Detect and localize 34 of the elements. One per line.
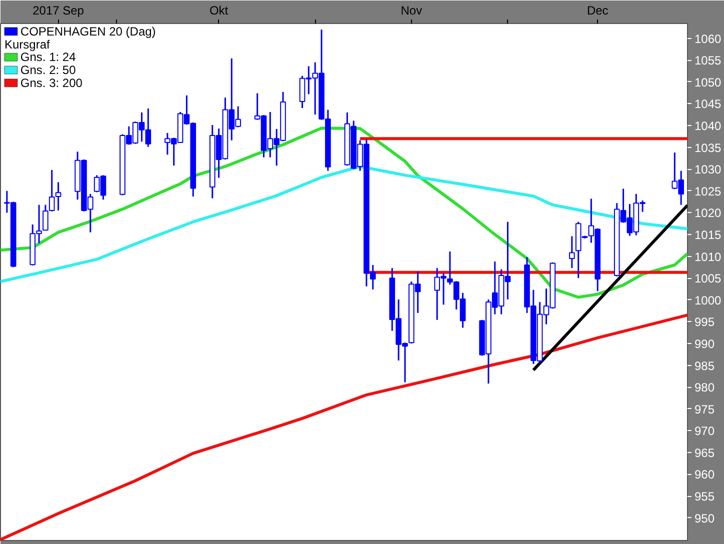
y-tick-label: 980: [694, 380, 715, 395]
y-tick-label: 1050: [694, 75, 722, 90]
legend-label: Gns. 1: 24: [20, 50, 76, 64]
y-tick-label: 1055: [694, 54, 722, 68]
x-tick-label: 2017 Sep: [32, 4, 84, 18]
y-tick-label: 1010: [694, 250, 722, 264]
y-tick-label: 965: [694, 446, 715, 460]
legend-label: COPENHAGEN 20 (Dag): [20, 24, 156, 38]
y-tick-label: 1025: [694, 184, 722, 198]
y-tick-label: 1000: [694, 293, 722, 308]
legend-label: Gns. 2: 50: [20, 63, 76, 78]
legend-label: Gns. 3: 200: [20, 76, 83, 90]
y-tick-label: 1040: [694, 119, 722, 134]
x-tick-label: Okt: [209, 4, 229, 18]
y-tick-label: 1005: [694, 272, 722, 286]
y-tick-label: 1020: [694, 206, 722, 220]
y-tick-label: 970: [694, 424, 715, 438]
legend-title: Kursgraf: [4, 37, 50, 52]
y-tick-label: 975: [694, 402, 715, 416]
y-tick-label: 990: [694, 336, 715, 351]
x-tick-label: Dec: [586, 4, 608, 18]
line-series: [0, 314, 688, 540]
y-tick-label: 1060: [694, 32, 722, 46]
x-tick-label: Nov: [400, 4, 422, 18]
y-tick-label: 1035: [694, 140, 722, 155]
y-tick-label: 995: [694, 315, 715, 330]
y-tick-label: 955: [694, 490, 715, 504]
y-tick-label: 960: [694, 468, 715, 482]
y-tick-label: 1030: [694, 162, 722, 177]
y-tick-label: 950: [694, 511, 715, 526]
y-tick-label: 1045: [694, 97, 722, 112]
y-tick-label: 985: [694, 358, 715, 373]
y-tick-label: 1015: [694, 228, 722, 242]
candlestick: [569, 235, 575, 269]
